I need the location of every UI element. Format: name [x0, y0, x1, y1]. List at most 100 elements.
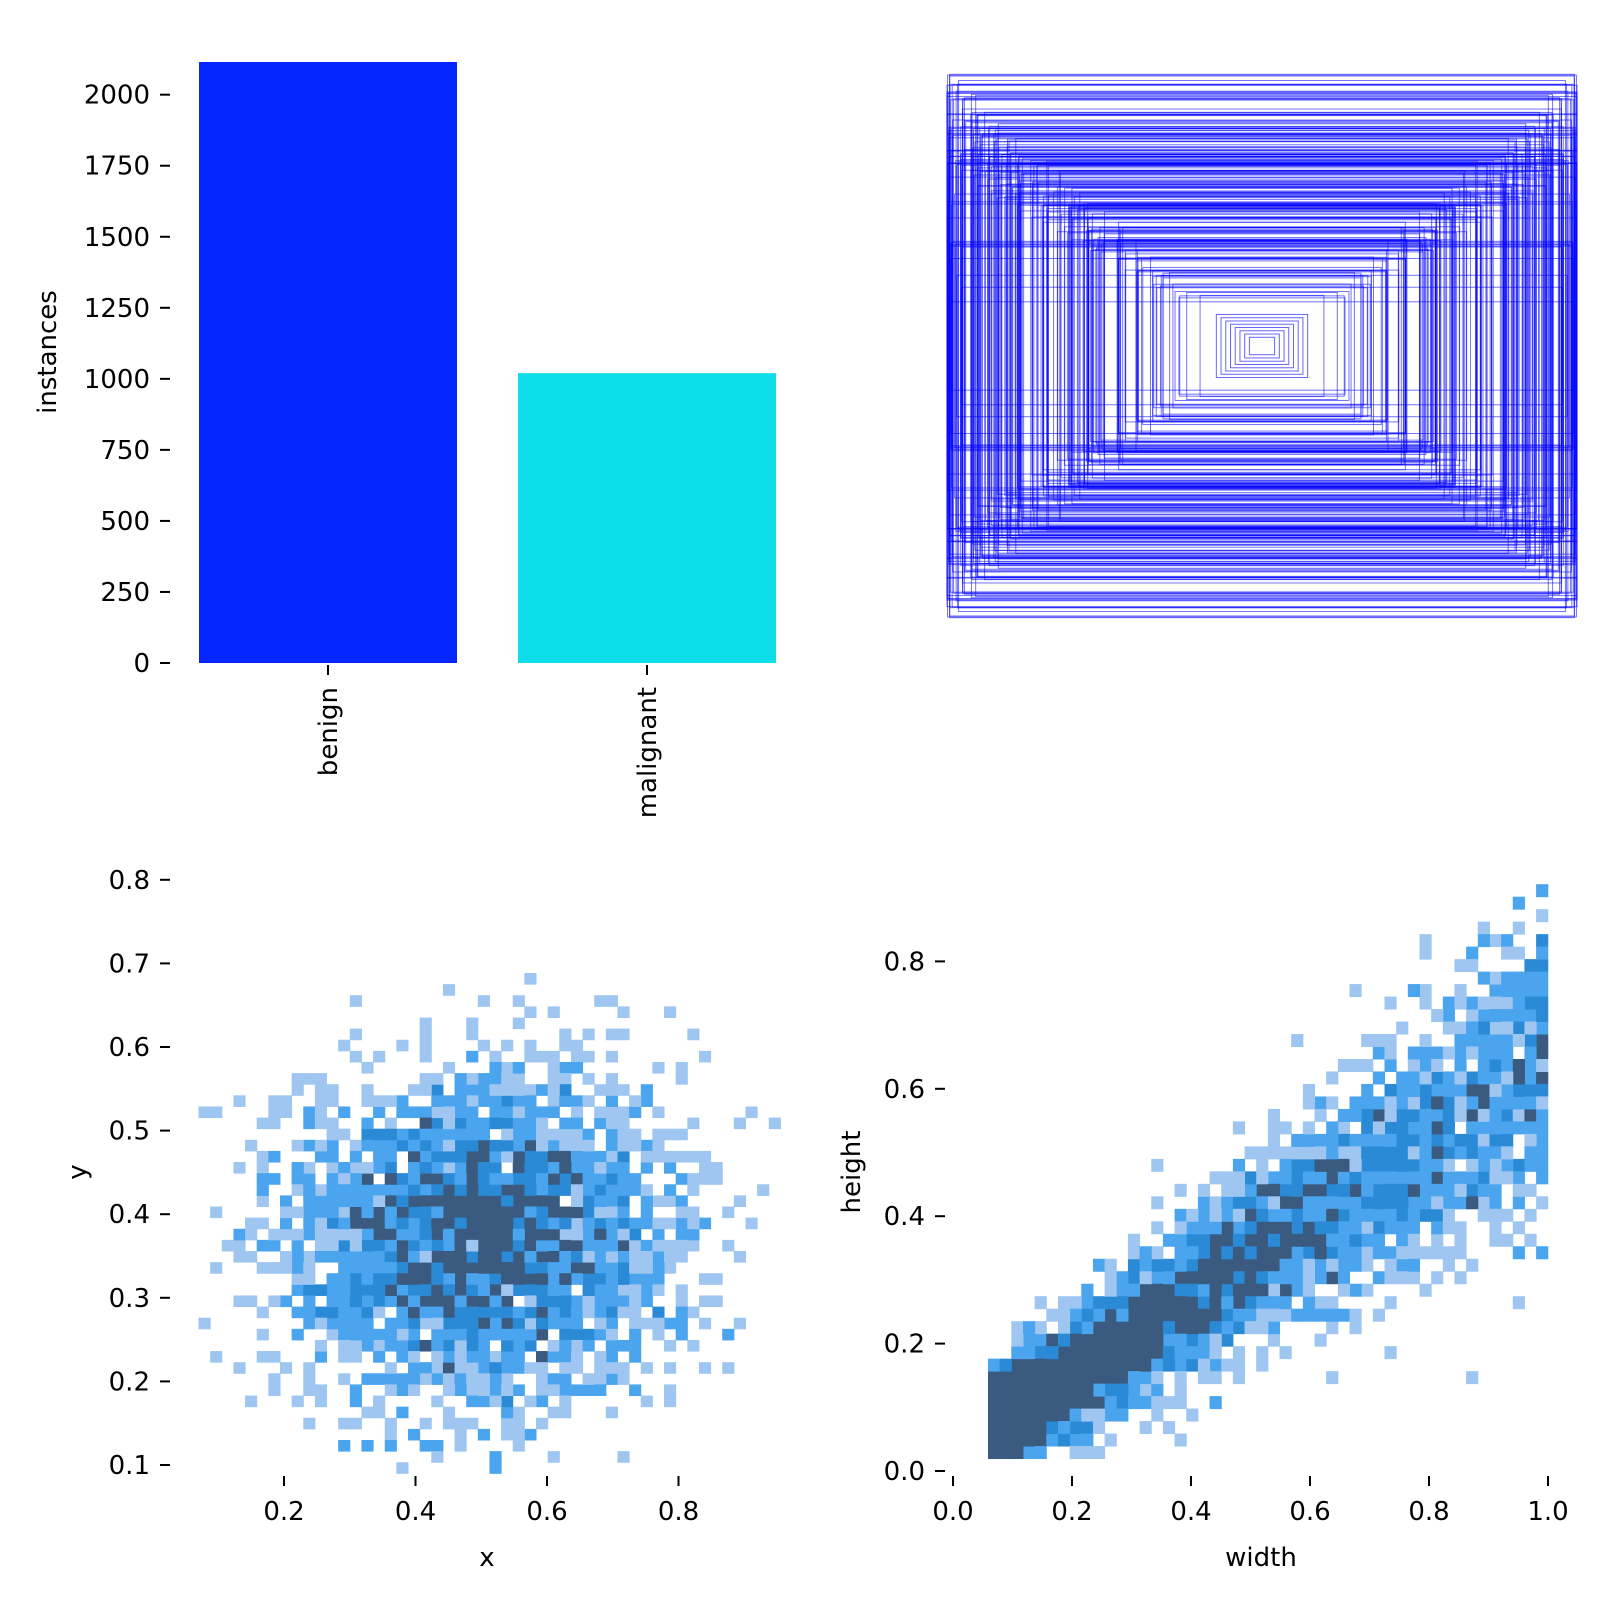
histogram-cell — [582, 1195, 595, 1208]
histogram-cell — [1431, 1108, 1444, 1122]
histogram-cell — [1466, 1133, 1479, 1147]
histogram-cell — [1372, 1158, 1385, 1172]
histogram-cell — [1291, 1133, 1304, 1147]
histogram-cell — [303, 1139, 316, 1152]
histogram-cell — [1372, 1108, 1385, 1122]
histogram-cell — [1256, 1308, 1269, 1322]
histogram-cell — [1244, 1283, 1257, 1297]
histogram-cell — [1256, 1183, 1269, 1197]
y-tick-label: 0.6 — [109, 1033, 150, 1063]
box-outline — [1064, 187, 1460, 505]
histogram-cell — [1524, 984, 1537, 998]
histogram-cell — [349, 1028, 362, 1041]
histogram-cell — [1431, 1009, 1444, 1023]
histogram-cell — [1489, 1021, 1502, 1035]
histogram-cell — [594, 1150, 607, 1163]
histogram-cell — [1209, 1196, 1222, 1210]
histogram-cell — [1454, 1133, 1467, 1147]
histogram-cell — [547, 1206, 560, 1219]
histogram-cell — [1197, 1358, 1211, 1372]
histogram-cell — [1524, 1208, 1537, 1222]
histogram-cell — [501, 1106, 514, 1119]
histogram-cell — [1512, 1171, 1525, 1185]
histogram-cell — [1512, 1009, 1525, 1023]
histogram-cell — [1302, 1246, 1316, 1260]
histogram-cell — [477, 1284, 490, 1296]
histogram-cell — [1419, 1246, 1432, 1260]
histogram-cell — [1501, 1083, 1514, 1097]
histogram-cell — [1407, 1121, 1420, 1135]
histogram-cell — [1256, 1171, 1269, 1185]
histogram-cell — [1011, 1371, 1024, 1385]
histogram-cell — [536, 1362, 549, 1374]
histogram-cell — [1419, 1133, 1432, 1147]
histogram-cell — [1489, 971, 1502, 985]
histogram-cell — [326, 1195, 339, 1208]
histogram-cell — [477, 1306, 490, 1319]
y-tick-label: 0.8 — [109, 866, 150, 896]
histogram-cell — [1279, 1208, 1292, 1222]
histogram-cell — [314, 1339, 328, 1352]
histogram-cell — [1291, 1208, 1304, 1222]
histogram-cell — [652, 1262, 665, 1274]
histogram-cell — [373, 1395, 386, 1408]
histogram-cell — [1442, 1183, 1455, 1197]
histogram-cell — [1209, 1171, 1222, 1185]
box-outline — [997, 123, 1527, 569]
histogram-cell — [1232, 1271, 1246, 1285]
histogram-cell — [256, 1351, 269, 1363]
histogram-cell — [1466, 1046, 1479, 1060]
box-outline — [1066, 232, 1458, 460]
histogram-cell — [675, 1195, 688, 1208]
histogram-cell — [1162, 1333, 1176, 1347]
histogram-cell — [640, 1239, 653, 1252]
histogram-cell — [559, 1073, 572, 1085]
box-outline — [963, 97, 1561, 595]
histogram-cell — [361, 1262, 374, 1274]
histogram-cell — [524, 1217, 537, 1230]
histogram-cell — [1396, 1108, 1409, 1122]
histogram-cell — [408, 1206, 421, 1219]
histogram-cell — [999, 1433, 1012, 1447]
histogram-cell — [1337, 1146, 1351, 1160]
histogram-cell — [501, 1184, 514, 1196]
box-outline — [970, 170, 1554, 522]
histogram-cell — [501, 1273, 514, 1285]
box-outline — [1087, 217, 1437, 475]
histogram-cell — [268, 1117, 281, 1130]
histogram-cell — [291, 1306, 304, 1319]
histogram-cell — [291, 1284, 304, 1296]
histogram-cell — [1081, 1371, 1094, 1385]
histogram-cell — [489, 1284, 502, 1296]
histogram-cell — [1151, 1258, 1164, 1272]
x-tick-label: 1.0 — [1527, 1497, 1568, 1527]
histogram-cell — [477, 1250, 490, 1263]
histogram-cell — [1501, 1058, 1514, 1072]
histogram-cell — [1046, 1346, 1059, 1360]
histogram-cell — [349, 995, 362, 1007]
histogram-cell — [1477, 1096, 1490, 1110]
histogram-cell — [594, 1217, 607, 1230]
histogram-cell — [419, 1362, 432, 1374]
histogram-cell — [466, 1162, 479, 1174]
histogram-cell — [629, 1328, 642, 1341]
histogram-cell — [454, 1250, 467, 1263]
histogram-cell — [1384, 1208, 1397, 1222]
histogram-cell — [559, 1273, 572, 1285]
histogram-cell — [501, 1217, 514, 1230]
histogram-cell — [733, 1195, 746, 1208]
histogram-cell — [1536, 1034, 1549, 1048]
histogram-cell — [501, 1428, 514, 1441]
histogram-cell — [489, 1050, 502, 1063]
x-tick-label: 0.2 — [263, 1497, 304, 1527]
histogram-cell — [442, 1339, 456, 1352]
histogram-cell — [559, 1250, 572, 1263]
histogram-cell — [314, 1351, 328, 1363]
histogram-cell — [1162, 1233, 1176, 1247]
histogram-cell — [1256, 1296, 1269, 1310]
histogram-cell — [1256, 1208, 1269, 1222]
histogram-cell — [1372, 1171, 1385, 1185]
histogram-cell — [1489, 1158, 1502, 1172]
histogram-cell — [233, 1362, 246, 1374]
histogram-cell — [501, 1250, 514, 1263]
